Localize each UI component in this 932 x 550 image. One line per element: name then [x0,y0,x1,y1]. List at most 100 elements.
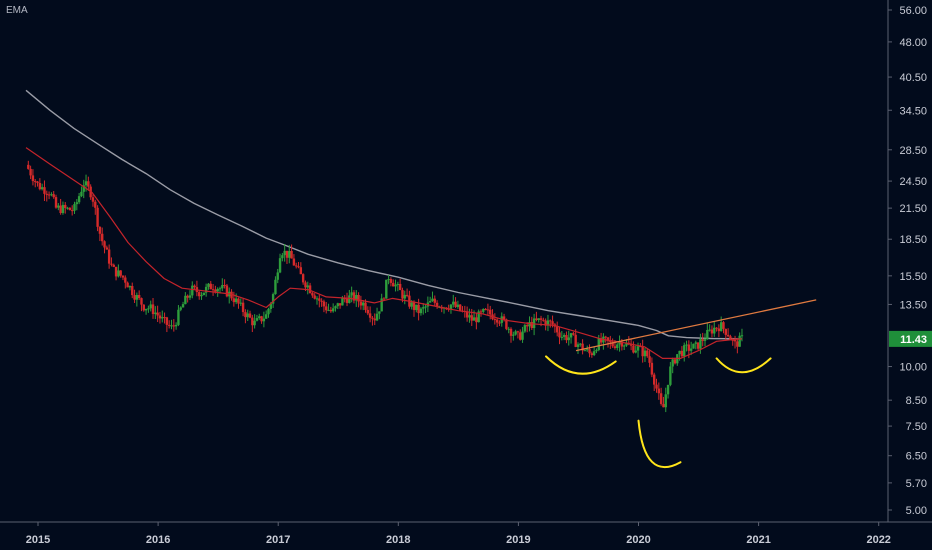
candle [77,192,81,205]
neckline-trendline [575,299,817,352]
candle [535,311,538,322]
candle [124,275,127,289]
candle [40,183,44,191]
candle [495,318,499,328]
candle [408,290,411,309]
candle [131,282,134,299]
candle [482,308,485,314]
candle [68,207,72,211]
candle [193,284,196,290]
candle [135,292,139,307]
candle [246,309,249,322]
candle [45,190,48,202]
candle [258,313,261,320]
candle [209,280,212,290]
x-tick-label: 2018 [386,534,410,546]
candle [255,314,259,322]
candle [738,332,741,347]
candle [311,292,314,298]
candle [297,262,300,269]
candle [558,326,561,345]
candle [498,320,501,327]
candle [80,186,83,198]
candle [549,319,552,328]
candle [114,266,118,281]
ema-fast-line [25,147,742,359]
candle [47,191,51,200]
candle [634,345,637,354]
candle [359,295,363,310]
candle [428,296,432,303]
candle [336,302,339,310]
candle [144,308,148,315]
candle [514,329,517,336]
candle [264,310,268,320]
candle [576,342,580,354]
candle [147,305,150,313]
head-arc [637,419,682,468]
candle [405,288,409,298]
pattern-arcs-layer [545,355,772,468]
x-tick-label: 2021 [746,534,770,546]
candle [184,292,187,305]
candle [156,305,159,323]
candle [202,292,206,296]
candles-layer [27,160,744,413]
candle [597,334,600,352]
candle [361,300,365,311]
y-tick-label: 15.50 [899,271,927,283]
candle [117,264,120,278]
candle [195,280,199,297]
y-tick-label: 8.50 [906,395,927,407]
candle [671,357,674,374]
candle [43,180,46,201]
candle [708,324,711,332]
y-tick-label: 40.50 [899,72,927,84]
candle [59,198,62,215]
candle [726,328,730,338]
candle [87,176,90,191]
candle [105,245,109,250]
candle [276,268,279,284]
candle [565,331,568,344]
candle [646,348,649,358]
candle [588,344,591,358]
candle [641,339,644,363]
candle [602,333,605,350]
candle [373,313,376,326]
candle [121,275,125,281]
candle [181,301,185,308]
candle [308,282,312,294]
candle [368,306,372,323]
candle [701,332,704,347]
y-tick-label: 10.00 [899,362,927,374]
candle [662,396,665,408]
candle [204,283,208,297]
candle [142,304,145,312]
candle [179,306,182,312]
candle [493,313,497,325]
candle [724,328,728,341]
candle [73,201,76,214]
ema-fast-layer [25,147,742,359]
y-tick-label: 7.50 [906,421,927,433]
candle [126,281,129,288]
candle [253,314,256,329]
candle [228,287,231,304]
candle [394,279,397,292]
candle [424,304,427,314]
x-tick-label: 2022 [866,534,890,546]
candle [486,303,490,316]
candle [713,321,716,337]
candle [412,300,416,317]
candle [267,307,270,318]
candle [657,382,661,400]
y-tick-label: 13.50 [899,299,927,311]
candle [57,203,60,211]
candle [50,192,53,197]
indicator-label: EMA [6,5,28,16]
trendline-layer [575,299,817,352]
candle [567,330,570,346]
candle [61,201,65,215]
